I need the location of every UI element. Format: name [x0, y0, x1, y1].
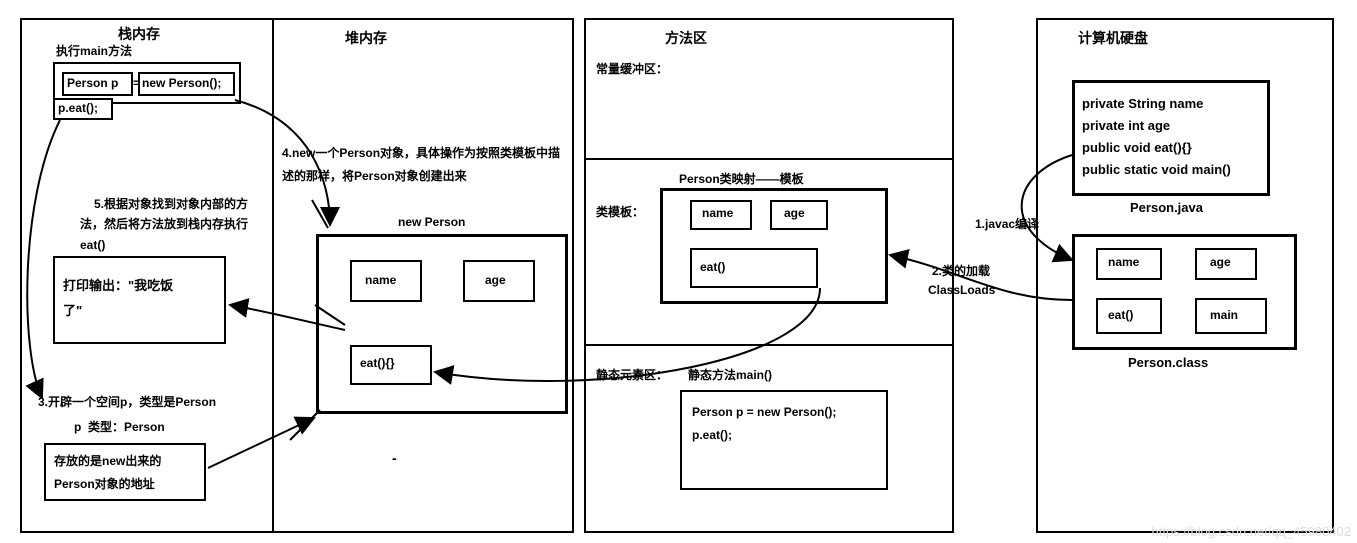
- note4-line2: 述的那样，将Person对象创建出来: [282, 167, 467, 184]
- heap-newperson-label: new Person: [398, 215, 465, 229]
- note5-line1: 5.根据对象找到对象内部的方: [94, 195, 248, 212]
- classtpl-eat: eat(): [700, 260, 725, 274]
- java-file: Person.java: [1130, 200, 1203, 215]
- constpool-label: 常量缓冲区：: [596, 60, 668, 77]
- heap-age: age: [485, 273, 506, 287]
- static-label: 静态元素区：: [596, 366, 668, 383]
- heap-title: 堆内存: [345, 28, 387, 48]
- class-age: age: [1210, 255, 1231, 269]
- classtpl-name: name: [702, 206, 733, 220]
- classtpl-age: age: [784, 206, 805, 220]
- printout-line1: 打印输出："我吃饭: [63, 275, 173, 294]
- heap-eat: eat(){}: [360, 356, 395, 370]
- stack-subtitle: 执行main方法: [56, 42, 132, 59]
- disk-title: 计算机硬盘: [1078, 28, 1148, 48]
- java-line3: public void eat(){}: [1082, 140, 1192, 155]
- pstore-line2: Person对象的地址: [54, 475, 155, 492]
- stack-equals: =: [133, 76, 140, 90]
- watermark: https://blog.csdn.net/qq_45980402: [1152, 524, 1352, 539]
- stack-new-person: new Person();: [142, 76, 221, 90]
- pstore-line1: 存放的是new出来的: [54, 452, 161, 469]
- stack-title: 栈内存: [118, 24, 160, 44]
- printout-line2: 了": [63, 300, 82, 319]
- class-name: name: [1108, 255, 1139, 269]
- java-line4: public static void main(): [1082, 162, 1231, 177]
- stack-peat: p.eat();: [58, 101, 98, 115]
- classload-label2: ClassLoads: [928, 283, 995, 297]
- heap-name: name: [365, 273, 396, 287]
- note3: 3.开辟一个空间p，类型是Person: [38, 393, 216, 410]
- java-line1: private String name: [1082, 96, 1203, 111]
- javac-label: 1.javac编译: [975, 215, 1039, 232]
- note5-line2: 法，然后将方法放到栈内存执行: [80, 215, 248, 232]
- eat-label: eat(): [80, 238, 105, 252]
- classtpl-label: 类模板：: [596, 203, 644, 220]
- divider-1: [586, 158, 952, 160]
- methodarea-title: 方法区: [665, 28, 707, 48]
- static-main-label: 静态方法main(): [688, 366, 772, 383]
- ptype: p 类型：Person: [74, 418, 165, 435]
- class-file: Person.class: [1128, 355, 1208, 370]
- classtpl-header: Person类映射——模板: [679, 170, 804, 187]
- static-code-1: Person p = new Person();: [692, 405, 836, 419]
- stack-person-p: Person p: [67, 76, 118, 90]
- static-code-2: p.eat();: [692, 428, 732, 442]
- class-main: main: [1210, 308, 1238, 322]
- divider-2: [586, 344, 952, 346]
- classload-label1: 2.类的加载: [932, 262, 990, 279]
- heap-dash: -: [392, 450, 397, 466]
- note4-line1: 4.new一个Person对象，具体操作为按照类模板中描: [282, 144, 560, 161]
- class-eat: eat(): [1108, 308, 1133, 322]
- java-line2: private int age: [1082, 118, 1170, 133]
